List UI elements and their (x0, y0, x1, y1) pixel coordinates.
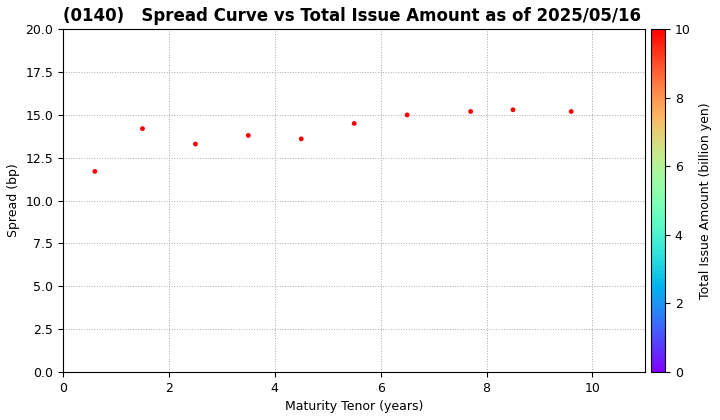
Point (348, 120, 360, 127)
Y-axis label: Total Issue Amount (billion yen): Total Issue Amount (billion yen) (699, 102, 712, 299)
Point (295, 136, 307, 142)
Point (465, 108, 477, 115)
Point (243, 132, 254, 139)
Point (137, 125, 148, 132)
Point (89, 168, 101, 175)
Point (189, 141, 201, 147)
X-axis label: Maturity Tenor (years): Maturity Tenor (years) (285, 400, 423, 413)
Point (401, 112, 413, 118)
Point (565, 108, 577, 115)
Point (507, 106, 518, 113)
Text: (0140)   Spread Curve vs Total Issue Amount as of 2025/05/16: (0140) Spread Curve vs Total Issue Amoun… (63, 7, 641, 25)
Y-axis label: Spread (bp): Spread (bp) (7, 164, 20, 237)
